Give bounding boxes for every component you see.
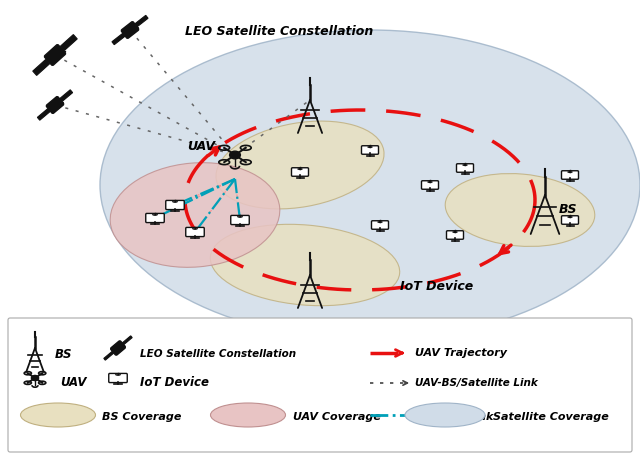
FancyBboxPatch shape <box>561 171 579 179</box>
Ellipse shape <box>216 121 384 209</box>
Text: UAV Coverage: UAV Coverage <box>293 412 381 422</box>
Text: UAV: UAV <box>187 140 215 153</box>
Bar <box>60 90 72 101</box>
Text: UAV: UAV <box>60 376 86 389</box>
Bar <box>37 109 50 120</box>
Ellipse shape <box>110 163 280 268</box>
Text: BS: BS <box>55 348 72 360</box>
FancyBboxPatch shape <box>422 181 438 189</box>
Ellipse shape <box>100 30 640 340</box>
Bar <box>135 15 148 27</box>
Text: UAV-IoT Link: UAV-IoT Link <box>415 412 493 422</box>
Bar <box>122 336 132 345</box>
Ellipse shape <box>211 403 285 427</box>
Bar <box>33 60 49 76</box>
Text: Satellite Coverage: Satellite Coverage <box>493 412 609 422</box>
FancyBboxPatch shape <box>456 164 474 172</box>
Ellipse shape <box>445 173 595 247</box>
FancyBboxPatch shape <box>121 22 139 38</box>
FancyBboxPatch shape <box>291 168 308 176</box>
FancyBboxPatch shape <box>166 200 184 210</box>
FancyBboxPatch shape <box>561 216 579 224</box>
FancyBboxPatch shape <box>186 228 204 237</box>
Text: BS Coverage: BS Coverage <box>102 412 181 422</box>
FancyBboxPatch shape <box>44 45 65 66</box>
Text: LEO Satellite Constellation: LEO Satellite Constellation <box>140 349 296 359</box>
Ellipse shape <box>211 224 400 306</box>
FancyBboxPatch shape <box>109 374 127 383</box>
FancyBboxPatch shape <box>447 231 463 239</box>
FancyBboxPatch shape <box>111 341 125 355</box>
FancyBboxPatch shape <box>146 213 164 222</box>
Ellipse shape <box>31 375 38 380</box>
Text: LEO Satellite Constellation: LEO Satellite Constellation <box>185 25 373 38</box>
FancyBboxPatch shape <box>46 96 64 113</box>
FancyBboxPatch shape <box>231 215 249 225</box>
Ellipse shape <box>405 403 485 427</box>
Text: IoT Device: IoT Device <box>400 280 473 293</box>
Text: UAV-BS/Satellite Link: UAV-BS/Satellite Link <box>415 378 538 388</box>
FancyBboxPatch shape <box>8 318 632 452</box>
Text: BS: BS <box>559 203 577 216</box>
Text: IoT Device: IoT Device <box>140 376 209 389</box>
Bar <box>60 35 77 51</box>
Ellipse shape <box>20 403 95 427</box>
Text: UAV Trajectory: UAV Trajectory <box>415 348 507 358</box>
FancyBboxPatch shape <box>371 221 388 229</box>
Bar <box>112 33 125 45</box>
Ellipse shape <box>230 151 241 159</box>
Bar <box>104 351 114 360</box>
FancyBboxPatch shape <box>362 146 378 154</box>
